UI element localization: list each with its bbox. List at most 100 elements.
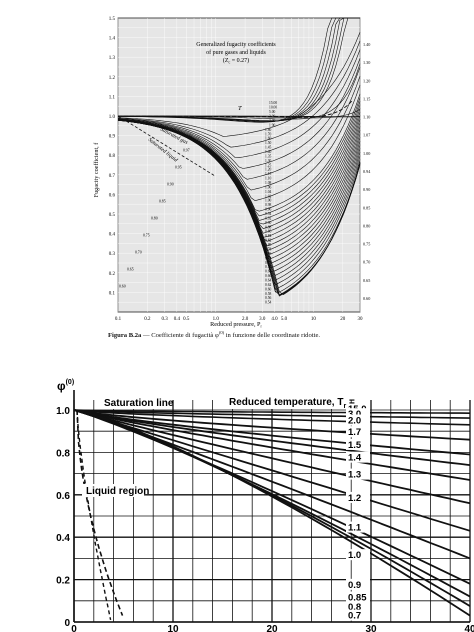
top-y-tick: 0.9: [109, 135, 116, 140]
top-title-line2: of pure gases and liquids: [206, 49, 266, 56]
top-right-label: 1.40: [363, 42, 370, 47]
top-curve-label: 0.82: [265, 239, 271, 243]
bottom-grid: [73, 390, 471, 623]
top-right-label: 0.60: [363, 296, 370, 301]
top-y-tick: 1.5: [109, 17, 116, 22]
top-curve-label: 0.60: [265, 287, 271, 291]
top-right-label: 1.00: [363, 151, 370, 156]
top-curve-label: 3.00: [269, 115, 275, 119]
top-curve-label: 1.30: [265, 159, 271, 163]
top-x-tick: 5.0: [281, 317, 288, 322]
top-curve-label: 0.84: [265, 234, 271, 238]
bottom-curve-label-bg: [346, 549, 370, 561]
top-y-tick: 1.1: [109, 95, 116, 100]
bottom-x-tick-labels: 0 10 20 30 40: [71, 624, 474, 632]
top-x-tick: 0.5: [183, 317, 190, 322]
bottom-curve-label-bg: [346, 601, 370, 613]
top-x-tick: 30: [358, 317, 364, 322]
top-right-label: 1.20: [363, 78, 370, 83]
top-curve-label: 1.60: [265, 137, 271, 141]
top-saturation-curve: [117, 115, 216, 177]
bottom-curve-label: 0.9: [348, 580, 361, 591]
bottom-curve-label-bg: [346, 609, 370, 621]
bottom-x-tick: 10: [167, 624, 179, 632]
bottom-curve-label: 1.7: [348, 427, 361, 438]
top-curve-label: 0.68: [265, 270, 271, 274]
top-tr-curve: [117, 67, 361, 180]
reduced-temperature-label: Reduced temperature, Tr =: [229, 397, 355, 410]
top-curve-label: 1.15: [265, 172, 271, 176]
bottom-curve-label-bg: [346, 438, 370, 450]
top-curve-label: 15.00: [269, 101, 277, 105]
top-y-tick: 0.3: [109, 252, 116, 257]
top-title-line1: Generalized fugacity coefficients: [196, 41, 276, 48]
bottom-curve-label: 0.8: [348, 602, 361, 613]
bottom-curve-label: 1.2: [348, 493, 361, 504]
top-curves: [117, 17, 361, 297]
top-x-tick: 0.1: [115, 317, 122, 322]
top-x-tick: 1.0: [213, 317, 220, 322]
top-left-label: 0.80: [151, 216, 158, 220]
top-left-label: 0.75: [143, 233, 150, 237]
top-right-label: 0.90: [363, 187, 370, 192]
top-x-tick-labels: 0.1 0.2 0.3 0.4 0.5 1.0 2.0 3.0 4.0 5.0 10 20 30: [115, 317, 363, 322]
caption-sup: (0): [218, 330, 225, 335]
bottom-tr-curve: [73, 409, 471, 456]
top-right-label: 1.30: [363, 60, 370, 65]
top-curve-label: 0.54: [265, 301, 271, 305]
top-high-tr-dashed: [117, 100, 353, 118]
temp-label-bg: [226, 394, 344, 409]
bottom-curves: [73, 409, 471, 621]
top-curve-label: 1.90: [269, 123, 275, 127]
top-y-tick: 1.0: [109, 115, 116, 120]
top-tr-curve: [117, 49, 361, 158]
top-curve-label: 0.88: [265, 225, 271, 229]
top-right-label: 0.70: [363, 260, 370, 265]
top-curve-label: 2.00: [269, 119, 275, 123]
bottom-liquid-boundary: [76, 409, 112, 621]
top-left-label: 0.97: [183, 148, 190, 152]
bottom-curve-label-bg: [346, 591, 370, 603]
top-curve-label: 0.64: [265, 278, 271, 282]
top-y-tick: 0.7: [109, 174, 116, 179]
top-tr-curve: [117, 17, 360, 123]
top-grid: [117, 17, 361, 313]
top-right-labels: 1.40 1.30 1.20 1.15 1.10 1.07 1.00 0.94 0.90 0.85…: [363, 42, 371, 301]
caption-suffix: in funzione delle coordinate ridotte.: [224, 332, 321, 340]
bottom-curve-label: 0.7: [348, 611, 361, 622]
top-curve-label: 1.50: [265, 141, 271, 145]
top-y-axis-label: Fugacity coefficient, f: [93, 142, 100, 198]
top-right-label: 0.85: [363, 205, 370, 210]
top-curve-label: 0.86: [265, 230, 271, 234]
top-x-tick: 0.2: [144, 317, 151, 322]
bottom-curve-labels: 15.03.02.01.71.51.41.31.21.11.00.90.850.…: [346, 402, 370, 622]
top-y-tick: 0.4: [109, 233, 116, 238]
bottom-y-tick: 0.2: [56, 576, 70, 587]
top-y-tick: 0.1: [109, 291, 116, 296]
top-y-tick: 0.5: [109, 213, 116, 218]
top-curve-label: 1.06: [265, 185, 271, 189]
liquid-region-label: Liquid region: [86, 486, 149, 497]
bottom-tr-curve: [73, 409, 471, 441]
bottom-tr-curve: [73, 409, 471, 419]
bottom-saturation-curve: [76, 409, 124, 616]
top-curve-label: 0.90: [265, 221, 271, 225]
bottom-y-tick: 0.6: [56, 491, 70, 502]
bottom-y-axis-label: φ(0): [57, 379, 74, 393]
top-x-tick: 0.3: [161, 317, 168, 322]
top-right-label: 0.94: [363, 169, 371, 174]
bottom-curve-label-bg: [346, 491, 370, 503]
top-y-tick: 0.8: [109, 154, 116, 159]
bottom-curve-label: 1.1: [348, 523, 362, 534]
caption-prefix: Figura B.2a: [108, 332, 142, 340]
top-curve-label: 0.62: [265, 283, 271, 287]
top-y-tick-labels: 0.1 0.2 0.3 0.4 0.5 0.6 0.7 0.8 0.9 1.0 1.1 1.2 1.3 1…: [109, 17, 116, 296]
top-curve-label: 1.25: [265, 163, 271, 167]
bottom-tr-curve: [73, 409, 471, 532]
bottom-x-tick: 0: [71, 624, 77, 632]
top-x-tick: 4.0: [271, 317, 278, 322]
top-left-label: 0.90: [167, 182, 174, 186]
top-y-tick: 1.2: [109, 76, 116, 81]
top-curve-label: 1.10: [265, 177, 271, 181]
top-right-label: 1.15: [363, 96, 370, 101]
